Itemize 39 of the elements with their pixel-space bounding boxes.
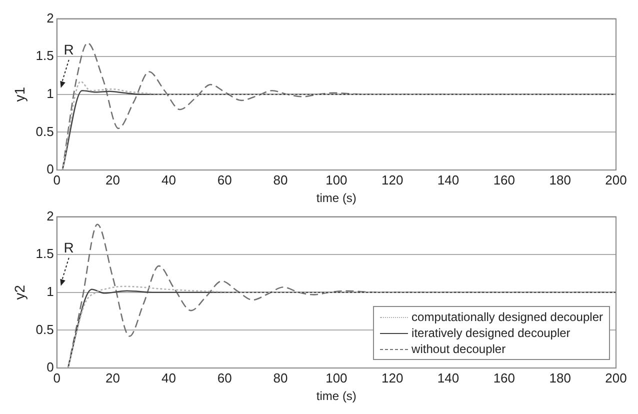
x-tick-label: 100	[326, 370, 348, 386]
x-tick-label: 80	[273, 172, 288, 188]
y-tick-label: 1	[46, 284, 54, 299]
x-tick-label: 100	[326, 172, 348, 188]
x-tick-label: 40	[161, 172, 176, 188]
x-tick-label: 80	[273, 370, 288, 386]
x-axis-title: time (s)	[316, 389, 356, 404]
annotation: R	[64, 240, 74, 256]
y-tick-label: 1	[46, 86, 54, 101]
x-tick-label: 200	[605, 370, 627, 386]
x-tick-label: 180	[549, 172, 571, 188]
x-tick-label: 180	[549, 370, 571, 386]
x-tick-label: 200	[605, 172, 627, 188]
x-tick-label: 120	[381, 370, 404, 386]
x-tick-label: 160	[493, 370, 516, 386]
y-tick-label: 0.5	[36, 322, 54, 337]
legend-label: iteratively designed decoupler	[412, 325, 570, 341]
x-tick-label: 160	[493, 172, 516, 188]
annotation: R	[64, 42, 74, 58]
x-tick-label: 20	[106, 370, 120, 386]
y-tick-label: 0	[46, 162, 54, 177]
y-tick-label: 2	[46, 208, 54, 224]
y-axis-title: y2	[11, 284, 28, 300]
x-axis-title: time (s)	[316, 191, 356, 206]
y-tick-label: 1.5	[36, 246, 54, 262]
x-tick-label: 140	[437, 370, 460, 386]
y-tick-label: 1.5	[36, 48, 54, 64]
x-tick-label: 60	[217, 370, 232, 386]
y-tick-label: 0	[46, 360, 54, 375]
x-tick-label: 20	[106, 172, 120, 188]
y-axis-title: y1	[11, 86, 28, 102]
y-tick-label: 2	[46, 10, 54, 26]
x-tick-label: 140	[437, 172, 460, 188]
x-tick-label: 40	[161, 370, 176, 386]
x-tick-label: 60	[217, 172, 232, 188]
x-tick-label: 120	[381, 172, 404, 188]
y-tick-label: 0.5	[36, 124, 54, 139]
legend-label: without decoupler	[412, 341, 506, 357]
legend-label: computationally designed decoupler	[412, 309, 603, 325]
